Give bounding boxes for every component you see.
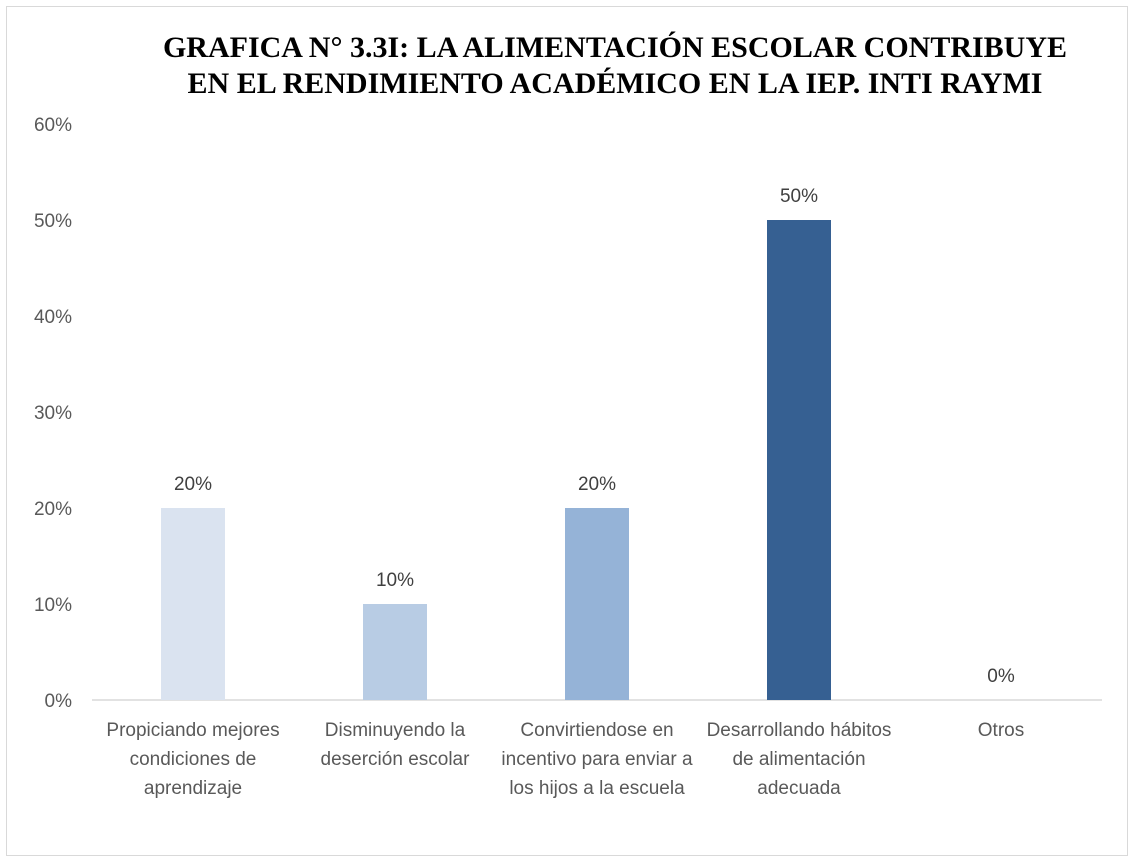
y-tick-label: 20% xyxy=(34,499,72,520)
bar xyxy=(363,604,427,700)
data-label: 10% xyxy=(376,570,414,591)
chart-frame xyxy=(6,6,1128,856)
bar xyxy=(161,508,225,700)
x-tick-label: Desarrollando hábitos de alimentación ad… xyxy=(706,720,892,799)
y-tick-label: 10% xyxy=(34,595,72,616)
bar xyxy=(767,220,831,700)
y-tick-label: 40% xyxy=(34,307,72,328)
x-tick-label: Convirtiendose en incentivo para enviar … xyxy=(501,720,693,799)
y-tick-label: 0% xyxy=(45,691,73,712)
data-label: 0% xyxy=(987,666,1015,687)
x-tick-label: Disminuyendo la deserción escolar xyxy=(320,720,470,770)
y-tick-label: 30% xyxy=(34,403,72,424)
data-label: 50% xyxy=(780,186,818,207)
y-tick-label: 50% xyxy=(34,211,72,232)
bar xyxy=(565,508,629,700)
x-tick-label: Propiciando mejores condiciones de apren… xyxy=(106,720,280,799)
data-label: 20% xyxy=(174,474,212,495)
y-tick-label: 60% xyxy=(34,115,72,136)
x-tick-label: Otros xyxy=(977,720,1025,741)
data-label: 20% xyxy=(578,474,616,495)
chart-title: GRAFICA N° 3.3I: LA ALIMENTACIÓN ESCOLAR… xyxy=(162,31,1068,100)
